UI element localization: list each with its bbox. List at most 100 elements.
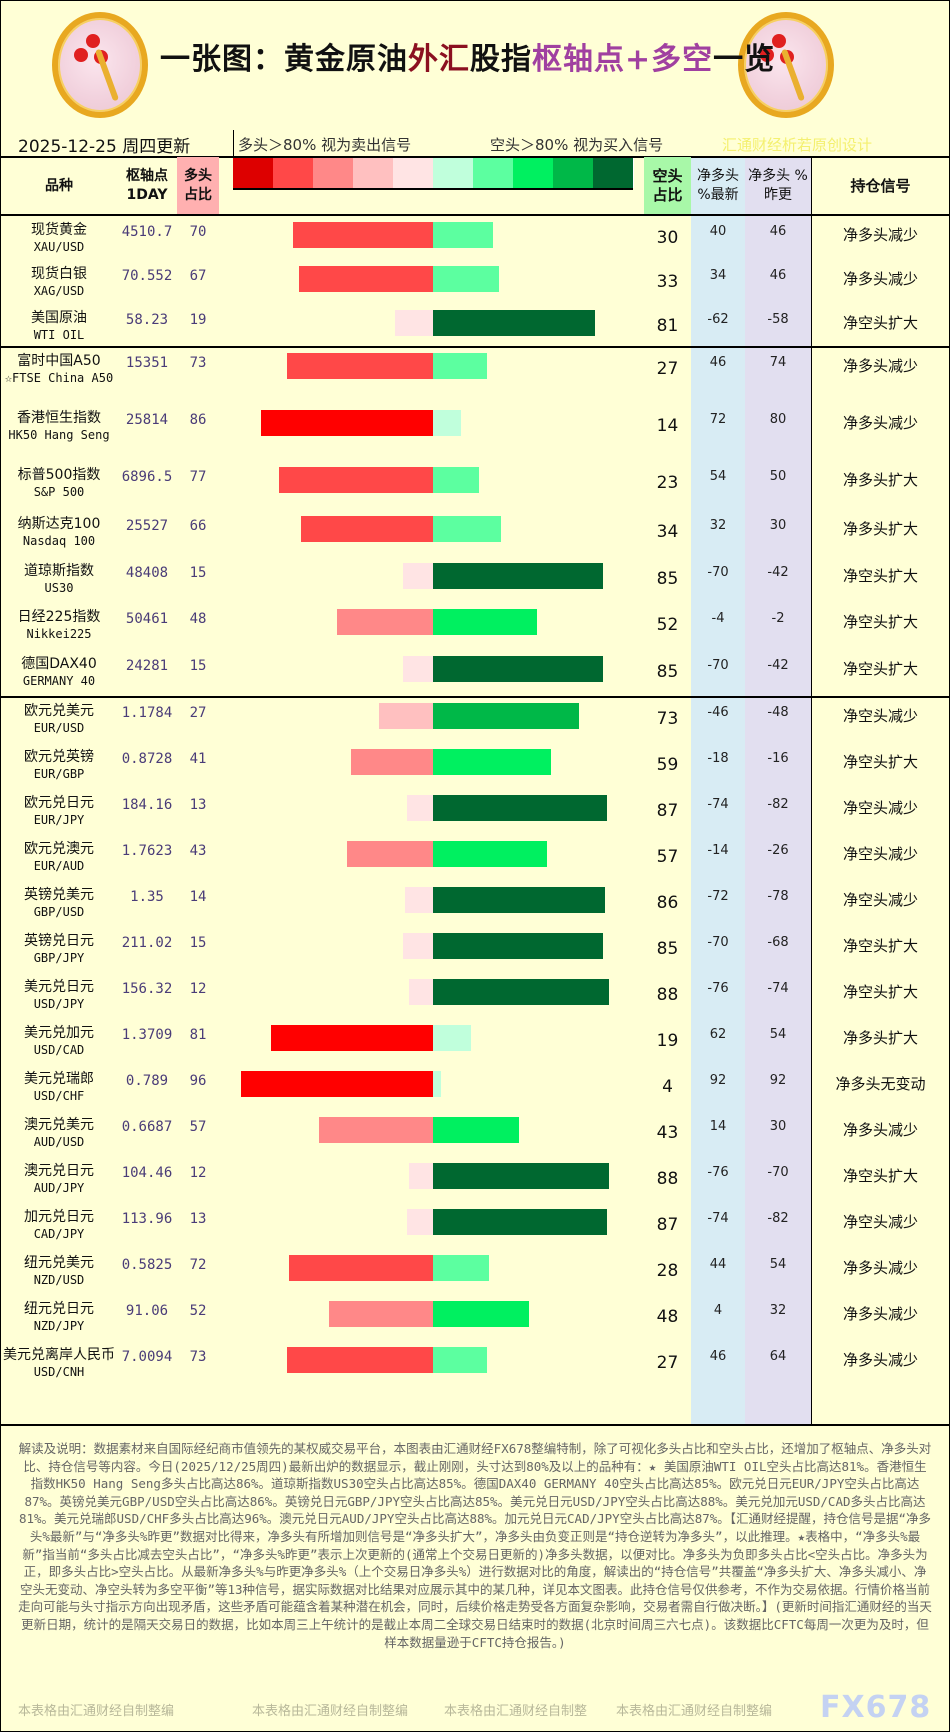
pivot-value: 4510.7 (121, 224, 173, 240)
pivot-value: 25527 (125, 518, 169, 534)
short-percent: 88 (656, 985, 679, 1005)
legend-swatch (233, 158, 274, 188)
short-bar (433, 266, 499, 292)
short-percent: 30 (656, 228, 679, 248)
legend-swatch (393, 158, 434, 188)
long-percent: 72 (189, 1257, 207, 1273)
pivot-value: 58.23 (125, 312, 169, 328)
instrument-cn-name: 美国原油 (31, 310, 87, 326)
pivot-value: 7.0094 (121, 1349, 173, 1365)
pivot-value: 0.8728 (121, 751, 173, 767)
legend-swatch (353, 158, 394, 188)
title-part: 股指 (470, 42, 532, 77)
instrument-code: AUD/USD (33, 1135, 85, 1149)
long-bar (279, 467, 433, 493)
watermark: 本表格由汇通财经自制整编 (616, 1704, 773, 1719)
net-long-previous: 80 (769, 412, 787, 427)
long-percent: 13 (189, 797, 207, 813)
logo-left (52, 12, 148, 118)
long-percent: 67 (189, 268, 207, 284)
instrument-cn-name: 日经225指数 (17, 609, 101, 625)
legend-swatch (433, 158, 474, 188)
net-long-previous: 30 (769, 1119, 787, 1134)
instrument-name: 欧元兑日元 EUR/JPY (0, 789, 118, 829)
table-row: 澳元兑美元 AUD/USD 0.6687 57 43 14 30 净多头减少 (0, 1111, 950, 1157)
table-row: 欧元兑日元 EUR/JPY 184.16 13 87 -74 -82 净空头减少 (0, 789, 950, 835)
instrument-name: 欧元兑美元 EUR/USD (0, 697, 118, 737)
net-long-previous: 30 (769, 518, 787, 533)
short-percent: 88 (656, 1169, 679, 1189)
instrument-cn-name: 纳斯达克100 (17, 516, 101, 532)
long-bar (347, 841, 433, 867)
long-percent: 73 (189, 355, 207, 371)
short-percent: 34 (656, 522, 679, 542)
net-long-previous: 64 (769, 1349, 787, 1364)
position-signal: 净空头扩大 (842, 1167, 918, 1185)
instrument-cn-name: 现货黄金 (31, 222, 87, 238)
pivot-value: 25814 (125, 412, 169, 428)
header-bottom-border (0, 214, 950, 216)
instrument-code: GBP/USD (33, 905, 85, 919)
table-row: 英镑兑美元 GBP/USD 1.35 14 86 -72 -78 净空头减少 (0, 881, 950, 927)
short-percent: 23 (656, 473, 679, 493)
brand-logo: FX678 (820, 1690, 932, 1725)
net-long-previous: 54 (769, 1027, 787, 1042)
short-bar (433, 467, 479, 493)
table-row: 现货黄金 XAU/USD 4510.7 70 30 40 46 净多头减少 (0, 216, 950, 260)
net-long-previous: -42 (767, 658, 789, 673)
table-row: 标普500指数 S&P 500 6896.5 77 23 54 50 净多头扩大 (0, 461, 950, 510)
title-part: 一览 (713, 42, 776, 77)
position-signal: 净空头扩大 (842, 983, 918, 1001)
net-long-latest: 4 (713, 1303, 723, 1318)
instrument-code: EUR/JPY (33, 813, 85, 827)
title-part: 枢轴点+多空 (532, 42, 714, 77)
instrument-cn-name: 欧元兑美元 (24, 703, 94, 719)
page-title: 一张图：黄金原油外汇股指枢轴点+多空一览 (160, 34, 775, 78)
table-row: 英镑兑日元 GBP/JPY 211.02 15 85 -70 -68 净空头扩大 (0, 927, 950, 973)
instrument-cn-name: 现货白银 (31, 266, 87, 282)
position-signal: 净空头扩大 (842, 567, 918, 585)
watermark: 本表格由汇通财经自制整 (444, 1704, 588, 1719)
instrument-code: US30 (44, 581, 74, 595)
short-bar (433, 841, 547, 867)
header-net-new: 净多头 %最新 (697, 168, 739, 203)
long-bar (261, 410, 433, 436)
net-long-previous: -58 (767, 312, 789, 327)
net-long-previous: 92 (769, 1073, 787, 1088)
legend-swatch (273, 158, 314, 188)
short-bar (433, 609, 537, 635)
long-percent: 12 (189, 981, 207, 997)
instrument-code: EUR/GBP (33, 767, 85, 781)
short-bar (433, 410, 461, 436)
explanation-text: 解读及说明：数据素材来自国际经纪商市值领先的某权威交易平台，本图表由汇通财经FX… (18, 1441, 932, 1650)
net-long-latest: -72 (707, 889, 729, 904)
instrument-name: 纽元兑日元 NZD/JPY (0, 1295, 118, 1335)
instrument-cn-name: 美元兑离岸人民币 (3, 1347, 115, 1363)
instrument-cn-name: 富时中国A50 (17, 353, 101, 369)
table-row: 美国原油 WTI OIL 58.23 19 81 -62 -58 净空头扩大 (0, 304, 950, 347)
short-percent: 87 (656, 801, 679, 821)
instrument-name: 澳元兑美元 AUD/USD (0, 1111, 118, 1151)
short-signal-note: 空头＞80% 视为买入信号 (490, 136, 664, 154)
short-bar (433, 1163, 609, 1189)
instrument-name: 澳元兑日元 AUD/JPY (0, 1157, 118, 1197)
header-short: 空头 占比 (644, 157, 691, 215)
instrument-name: 英镑兑美元 GBP/USD (0, 881, 118, 921)
instrument-name: 美元兑离岸人民币 USD/CNH (0, 1341, 118, 1381)
watermark: 本表格由汇通财经自制整编 (252, 1704, 409, 1719)
short-bar (433, 703, 579, 729)
net-long-latest: -46 (707, 705, 729, 720)
position-signal: 净多头减少 (842, 1351, 918, 1369)
long-bar (351, 749, 433, 775)
long-bar (271, 1025, 433, 1051)
instrument-cn-name: 欧元兑英镑 (24, 749, 94, 765)
short-percent: 87 (656, 1215, 679, 1235)
long-percent: 70 (189, 224, 207, 240)
position-signal: 净多头扩大 (842, 1029, 918, 1047)
instrument-code: XAG/USD (33, 284, 85, 298)
long-percent: 15 (189, 658, 207, 674)
net-long-previous: -74 (767, 981, 789, 996)
short-bar (433, 1255, 489, 1281)
instrument-name: 英镑兑日元 GBP/JPY (0, 927, 118, 967)
instrument-cn-name: 香港恒生指数 (17, 410, 101, 426)
